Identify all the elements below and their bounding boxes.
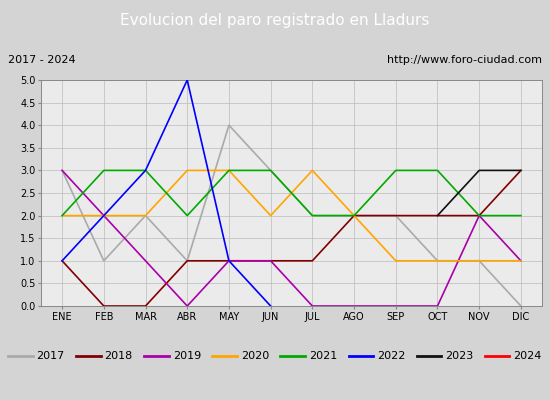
Text: 2017: 2017 <box>36 351 65 361</box>
Text: 2020: 2020 <box>241 351 269 361</box>
Text: 2018: 2018 <box>104 351 133 361</box>
Text: 2019: 2019 <box>173 351 201 361</box>
Text: http://www.foro-ciudad.com: http://www.foro-ciudad.com <box>387 55 542 65</box>
Text: 2021: 2021 <box>309 351 337 361</box>
Text: Evolucion del paro registrado en Lladurs: Evolucion del paro registrado en Lladurs <box>120 14 430 28</box>
Text: 2023: 2023 <box>445 351 473 361</box>
Text: 2017 - 2024: 2017 - 2024 <box>8 55 76 65</box>
Text: 2024: 2024 <box>513 351 541 361</box>
Text: 2022: 2022 <box>377 351 405 361</box>
